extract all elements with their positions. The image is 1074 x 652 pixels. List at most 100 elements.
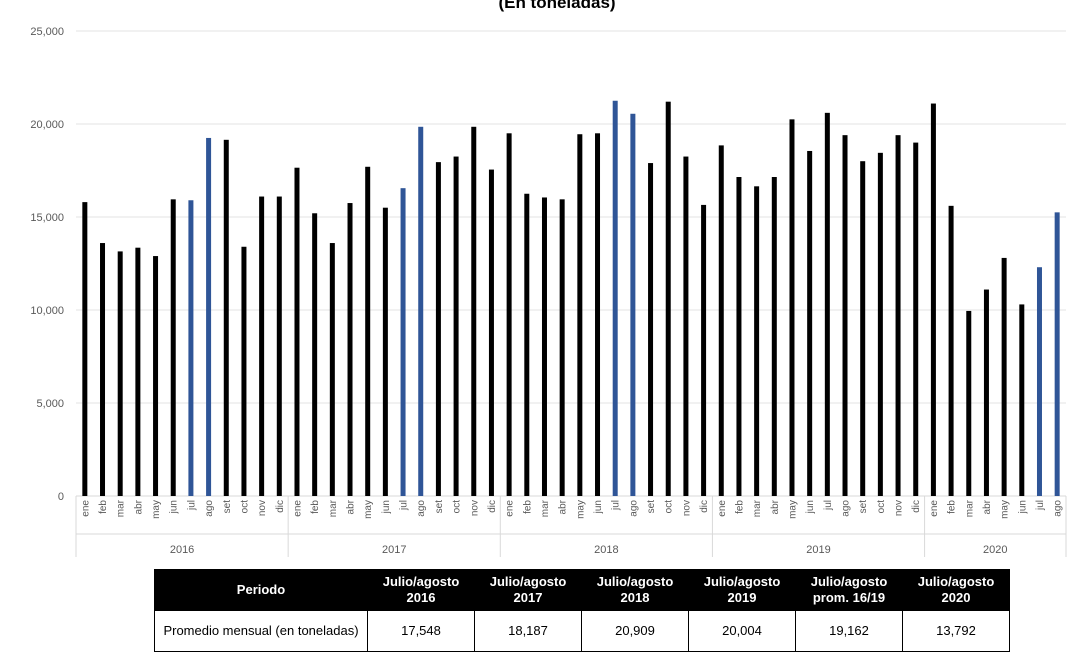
- bar: [948, 205, 954, 496]
- x-tick-label: jun: [1017, 500, 1028, 514]
- bar: [754, 186, 760, 496]
- bar: [1036, 267, 1042, 496]
- bar: [913, 142, 919, 496]
- x-tick-label: ago: [416, 500, 427, 517]
- table-cell: 20,909: [581, 610, 689, 652]
- x-tick-label: abr: [982, 499, 993, 514]
- header-cell: Julio/agosto 2017: [474, 569, 582, 611]
- x-tick-label: feb: [98, 500, 109, 514]
- y-tick-label: 25,000: [30, 26, 64, 38]
- x-tick-label: dic: [487, 500, 498, 513]
- year-label: 2018: [594, 544, 618, 556]
- table-cell: 20,004: [688, 610, 796, 652]
- bar: [1054, 212, 1060, 496]
- x-tick-label: jun: [169, 500, 180, 514]
- y-tick-label: 5,000: [36, 398, 64, 410]
- bar: [471, 126, 477, 496]
- gridlines: [76, 30, 1066, 497]
- bar: [400, 188, 406, 497]
- bar: [648, 163, 654, 496]
- x-tick-label: jul: [1035, 500, 1046, 511]
- y-tick-label: 20,000: [30, 119, 64, 131]
- bar: [895, 135, 901, 496]
- bar: [453, 156, 459, 497]
- bar: [842, 135, 848, 496]
- x-tick-label: ene: [505, 500, 516, 517]
- x-tick-label: ago: [1053, 500, 1064, 517]
- bar: [312, 213, 318, 496]
- x-tick-label: ago: [204, 500, 215, 517]
- bar: [930, 103, 936, 496]
- bar: [1001, 257, 1007, 496]
- x-tick-label: may: [1000, 500, 1011, 519]
- summary-table: Periodo Julio/agosto 2016 Julio/agosto 201…: [154, 569, 1010, 652]
- x-tick-label: oct: [876, 500, 887, 514]
- x-tick-label: set: [434, 500, 445, 514]
- x-tick-label: abr: [558, 499, 569, 514]
- x-tick-label: set: [222, 500, 233, 514]
- bar: [153, 256, 159, 496]
- table-cell: 13,792: [902, 610, 1010, 652]
- bar: [117, 251, 123, 496]
- x-tick-label: jun: [381, 500, 392, 514]
- x-tick-label: abr: [770, 499, 781, 514]
- x-tick-label: mar: [116, 499, 127, 517]
- x-tick-label: nov: [894, 500, 905, 516]
- x-tick-label: set: [646, 500, 657, 514]
- x-tick-label: may: [363, 500, 374, 519]
- table-cell: 19,162: [795, 610, 903, 652]
- x-tick-label: ago: [841, 500, 852, 517]
- bar: [595, 133, 601, 497]
- header-cell: Julio/agosto 2020: [902, 569, 1010, 611]
- x-tick-label: ene: [292, 500, 303, 517]
- table-cell: 18,187: [474, 610, 582, 652]
- bar: [665, 101, 671, 497]
- x-tick-label: oct: [452, 500, 463, 514]
- x-tick-label: mar: [328, 499, 339, 517]
- x-tick-label: oct: [664, 500, 675, 514]
- year-label: 2016: [170, 544, 194, 556]
- x-tick-label: abr: [133, 499, 144, 514]
- x-tick-label: feb: [522, 500, 533, 514]
- bar: [630, 113, 636, 497]
- bar: [135, 247, 141, 496]
- x-tick-label: nov: [681, 500, 692, 516]
- bar: [223, 139, 229, 496]
- bar: [170, 199, 176, 496]
- table-row: Promedio mensual (en toneladas) 17,548 1…: [154, 610, 1010, 652]
- y-tick-label: 0: [58, 491, 64, 503]
- bar: [488, 169, 494, 496]
- bar: [347, 203, 353, 497]
- year-label: 2019: [806, 544, 830, 556]
- bar: [259, 196, 265, 497]
- bar: [824, 112, 830, 496]
- x-tick-label: jul: [399, 500, 410, 511]
- bar: [294, 167, 300, 496]
- year-label: 2017: [382, 544, 406, 556]
- bar: [382, 207, 388, 496]
- bar: [807, 150, 813, 496]
- x-tick-label: set: [858, 500, 869, 514]
- x-tick-label: dic: [699, 500, 710, 513]
- x-tick-label: jul: [186, 500, 197, 511]
- x-tick-label: nov: [469, 500, 480, 516]
- x-tick-label: may: [787, 500, 798, 519]
- x-tick-label: may: [151, 500, 162, 519]
- bars: [82, 100, 1060, 497]
- header-cell: Julio/agosto 2019: [688, 569, 796, 611]
- bar: [577, 134, 583, 497]
- chart-title: (En toneladas): [498, 0, 615, 12]
- bar: [771, 177, 777, 496]
- x-tick-label: jun: [805, 500, 816, 514]
- bar: [683, 156, 689, 497]
- x-tick-label: feb: [947, 500, 958, 514]
- x-tick-label: dic: [911, 500, 922, 513]
- bar: [541, 197, 547, 496]
- x-tick-label: jul: [611, 500, 622, 511]
- x-tick-label: jun: [593, 500, 604, 514]
- x-tick-label: mar: [752, 499, 763, 517]
- row-label: Promedio mensual (en toneladas): [154, 610, 368, 652]
- x-tick-label: jul: [823, 500, 834, 511]
- header-cell: Julio/agosto 2016: [367, 569, 475, 611]
- bar: [789, 119, 795, 496]
